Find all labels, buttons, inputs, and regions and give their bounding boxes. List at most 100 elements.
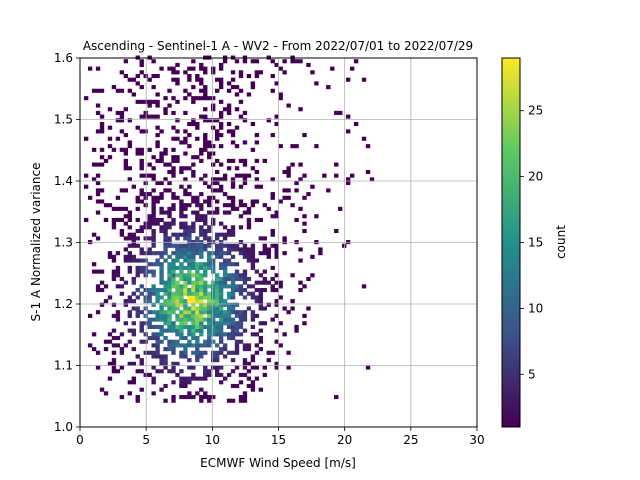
heatmap-cell [179, 317, 184, 322]
heatmap-cell [207, 144, 212, 149]
heatmap-cell [187, 288, 192, 293]
heatmap-cell [167, 288, 172, 293]
heatmap-cell [179, 169, 184, 175]
heatmap-cell [365, 169, 371, 175]
heatmap-cell [171, 347, 176, 352]
heatmap-cell [87, 343, 93, 348]
heatmap-cell [191, 173, 196, 178]
heatmap-cell [123, 166, 129, 171]
heatmap-cell [119, 276, 125, 282]
heatmap-cell [199, 291, 204, 296]
heatmap-cell [242, 365, 248, 370]
heatmap-cell [238, 199, 244, 204]
heatmap-cell [179, 221, 184, 226]
heatmap-cell [250, 291, 256, 296]
heatmap-cell [290, 299, 295, 304]
heatmap-cell [159, 361, 164, 366]
heatmap-cell [214, 210, 220, 215]
heatmap-cell [171, 361, 176, 366]
heatmap-cell [119, 347, 125, 352]
heatmap-cell [266, 358, 271, 363]
heatmap-cell [179, 203, 184, 208]
heatmap-cell [91, 147, 97, 152]
heatmap-cell [195, 203, 200, 208]
heatmap-cell [250, 258, 256, 263]
heatmap-cell [218, 62, 224, 68]
heatmap-cell [203, 295, 208, 300]
heatmap-cell [99, 155, 105, 160]
heatmap-cell [139, 173, 144, 178]
heatmap-cell [211, 310, 216, 315]
heatmap-cell [159, 155, 164, 160]
heatmap-cell [203, 228, 208, 234]
heatmap-cell [151, 376, 156, 381]
heatmap-cell [211, 265, 216, 270]
heatmap-cell [147, 192, 152, 197]
heatmap-cell [179, 214, 184, 219]
heatmap-cell [246, 276, 252, 282]
heatmap-cell [191, 291, 196, 296]
heatmap-cell [171, 321, 176, 326]
heatmap-cell [266, 206, 271, 211]
heatmap-cell [242, 295, 248, 300]
heatmap-cell [203, 302, 208, 307]
heatmap-cell [334, 395, 339, 400]
heatmap-cell [230, 288, 236, 293]
heatmap-cell [270, 243, 275, 248]
heatmap-cell [207, 332, 212, 337]
heatmap-cell [111, 358, 117, 363]
heatmap-cell [151, 284, 156, 289]
heatmap-cell [163, 310, 168, 315]
heatmap-cell [214, 284, 220, 289]
heatmap-cell [250, 295, 256, 300]
heatmap-cell [183, 376, 188, 381]
heatmap-cell [195, 155, 200, 160]
heatmap-cell [175, 324, 180, 329]
heatmap-cell [242, 372, 248, 377]
heatmap-cell [214, 299, 220, 304]
heatmap-cell [151, 166, 156, 171]
heatmap-cell [246, 217, 252, 222]
heatmap-cell [131, 232, 136, 237]
heatmap-cell [222, 284, 228, 289]
heatmap-cell [187, 317, 192, 322]
heatmap-cell [171, 262, 176, 267]
heatmap-cell [218, 77, 224, 82]
heatmap-cell [163, 288, 168, 293]
heatmap-cell [211, 350, 216, 355]
heatmap-cell [151, 199, 156, 204]
heatmap-cell [214, 177, 220, 182]
heatmap-cell [183, 192, 188, 197]
heatmap-cell [250, 254, 256, 259]
heatmap-cell [95, 181, 101, 186]
heatmap-cell [238, 284, 244, 289]
heatmap-cell [111, 365, 117, 370]
heatmap-cell [262, 288, 267, 293]
heatmap-cell [310, 184, 315, 189]
heatmap-cell [103, 203, 109, 208]
heatmap-cell [183, 258, 188, 263]
heatmap-cell [143, 192, 148, 197]
heatmap-cell [211, 70, 216, 75]
heatmap-cell [242, 343, 248, 348]
heatmap-cell [151, 210, 156, 215]
heatmap-cell [175, 232, 180, 237]
heatmap-cell [278, 92, 283, 97]
heatmap-cell [143, 114, 148, 119]
heatmap-cell [270, 350, 275, 355]
heatmap-cell [262, 372, 267, 377]
heatmap-cell [195, 273, 200, 278]
heatmap-cell [246, 258, 252, 263]
heatmap-cell [274, 313, 279, 318]
heatmap-cell [211, 240, 216, 245]
heatmap-cell [143, 258, 148, 263]
heatmap-cell [230, 177, 236, 182]
heatmap-cell [155, 369, 160, 374]
heatmap-cell [187, 299, 192, 304]
heatmap-cell [171, 110, 176, 115]
heatmap-cell [203, 262, 208, 267]
heatmap-cell [365, 144, 371, 149]
heatmap-cell [203, 310, 208, 315]
heatmap-cell [238, 240, 244, 245]
